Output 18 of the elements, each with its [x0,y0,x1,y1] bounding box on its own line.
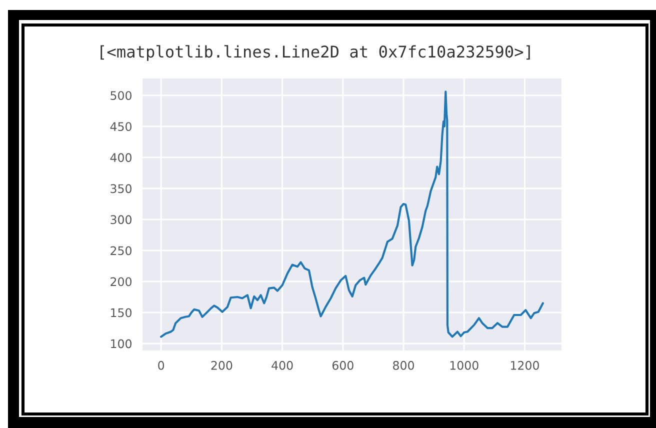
y-tick-label: 300 [110,215,132,224]
x-tick-label: 800 [393,360,414,370]
y-tick-label: 150 [111,308,132,318]
y-tick-label: 200 [110,277,132,286]
y-tick-label: 450 [110,122,132,132]
chart-title: [<matplotlib.lines.Line2D at 0x7fc10a232590>] [100,45,530,61]
x-tick-label: 400 [272,360,293,370]
y-tick-label: 100 [111,339,132,348]
x-tick-label: 1000 [450,360,478,370]
line-series [160,90,544,338]
y-tick-label: 350 [110,184,132,194]
x-tick-label: 1200 [511,360,539,370]
y-tick-label: 500 [110,91,132,100]
y-tick-label: 250 [110,246,132,256]
y-tick-label: 400 [110,153,132,162]
x-tick-label: 0 [158,360,164,370]
x-tick-label: 600 [332,360,354,370]
x-tick-label: 200 [211,360,232,370]
